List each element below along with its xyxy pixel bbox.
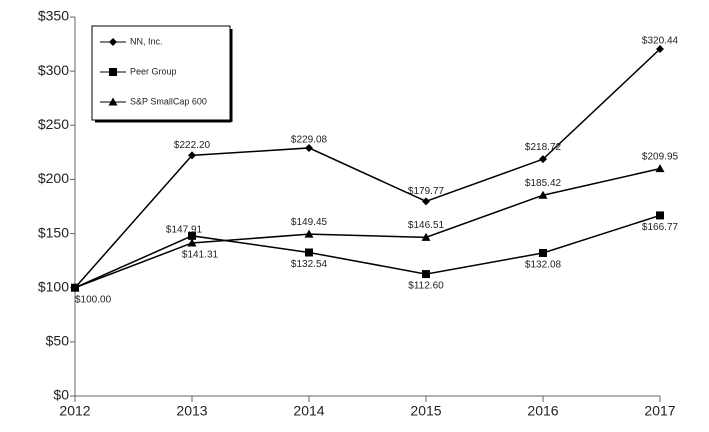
legend-marker (108, 97, 118, 106)
marker (655, 164, 665, 173)
marker (305, 248, 313, 257)
y-tick-label: $0 (53, 387, 69, 403)
value-label: $179.77 (408, 186, 445, 197)
y-tick-label: $200 (38, 170, 69, 186)
y-tick-label: $250 (38, 116, 69, 132)
marker (656, 211, 664, 220)
marker (187, 238, 197, 247)
y-tick-label: $150 (38, 224, 69, 240)
value-label: $209.95 (642, 151, 679, 162)
marker (539, 155, 547, 164)
marker (538, 190, 548, 199)
x-tick-label: 2014 (293, 403, 324, 419)
legend-label: S&P SmallCap 600 (130, 96, 207, 106)
x-tick-label: 2013 (176, 403, 207, 419)
marker (539, 248, 547, 257)
legend-label: Peer Group (130, 66, 177, 76)
value-label: $149.45 (291, 217, 328, 228)
value-label: $141.31 (182, 250, 219, 261)
value-label: $320.44 (642, 36, 679, 47)
series-line (74, 48, 661, 289)
y-tick-label: $100 (38, 278, 69, 294)
y-tick-label: $300 (38, 62, 69, 78)
value-label: $185.42 (525, 178, 562, 189)
x-tick-label: 2016 (527, 403, 558, 419)
value-label: $218.72 (525, 142, 562, 153)
marker (421, 232, 431, 241)
value-label: $112.60 (408, 281, 444, 292)
marker (305, 143, 313, 152)
value-label: $146.51 (408, 220, 445, 231)
marker (656, 45, 664, 54)
series-line (74, 214, 661, 289)
series-line (74, 167, 661, 289)
legend-marker (109, 68, 117, 76)
value-label: $132.54 (291, 259, 328, 270)
legend-label: NN, Inc. (130, 36, 163, 46)
value-label: $100.00 (75, 294, 112, 305)
value-label: $147.91 (166, 224, 203, 235)
legend-marker (109, 38, 117, 46)
marker (188, 151, 196, 160)
marker (422, 270, 430, 279)
marker (70, 283, 80, 292)
value-label: $132.08 (525, 260, 562, 271)
x-tick-label: 2017 (644, 403, 675, 419)
y-tick-label: $50 (46, 333, 70, 349)
x-tick-label: 2012 (59, 403, 90, 419)
marker (422, 197, 430, 206)
y-tick-label: $350 (38, 8, 69, 24)
marker (304, 229, 314, 238)
marker (188, 231, 196, 240)
x-tick-label: 2015 (410, 403, 441, 419)
value-label: $222.20 (174, 140, 211, 151)
value-label: $229.08 (291, 135, 328, 146)
value-label: $166.77 (642, 222, 679, 233)
